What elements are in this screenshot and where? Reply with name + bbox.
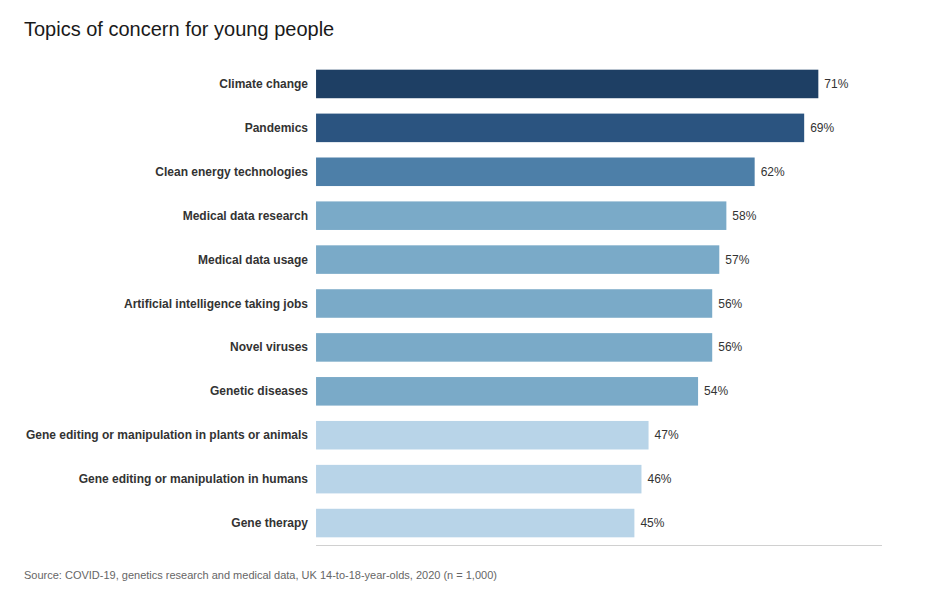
data-label: 56% — [718, 340, 742, 354]
bar — [316, 333, 712, 362]
bar — [316, 114, 804, 143]
y-tick-label: Artificial intelligence taking jobs — [124, 297, 308, 311]
bar — [316, 377, 698, 406]
data-label: 62% — [761, 165, 785, 179]
bar — [316, 509, 634, 538]
y-tick-label: Genetic diseases — [210, 384, 308, 398]
bar — [316, 465, 641, 494]
chart-container: Topics of concern for young people Source… — [0, 0, 926, 593]
bar — [316, 201, 726, 230]
source-note: Source: COVID-19, genetics research and … — [24, 569, 497, 581]
bar — [316, 70, 818, 99]
y-tick-label: Clean energy technologies — [155, 165, 308, 179]
data-label: 56% — [718, 297, 742, 311]
data-labels: 45% 46% 47% 54% 56% 56% 57% 58% 62% 69% 71% — [640, 77, 848, 530]
y-axis: Gene therapy Gene editing or manipulation… — [26, 77, 308, 530]
data-label: 58% — [732, 209, 756, 223]
y-tick-label: Gene editing or manipulation in plants o… — [26, 428, 308, 442]
bar — [316, 421, 648, 450]
title: Topics of concern for young people — [24, 18, 334, 40]
y-tick-label: Gene editing or manipulation in humans — [79, 472, 309, 486]
y-tick-label: Climate change — [219, 77, 308, 91]
data-label: 57% — [725, 253, 749, 267]
data-label: 54% — [704, 384, 728, 398]
bar — [316, 245, 719, 274]
data-label: 69% — [810, 121, 834, 135]
y-tick-label: Novel viruses — [230, 340, 308, 354]
y-tick-label: Medical data research — [183, 209, 308, 223]
data-label: 45% — [640, 516, 664, 530]
y-tick-label: Medical data usage — [198, 253, 308, 267]
background — [0, 0, 926, 593]
bar — [316, 158, 755, 187]
x-axis-line — [316, 545, 882, 546]
data-label: 71% — [824, 77, 848, 91]
bars — [316, 70, 818, 538]
data-label: 47% — [655, 428, 679, 442]
y-tick-label: Pandemics — [245, 121, 309, 135]
data-label: 46% — [647, 472, 671, 486]
y-tick-label: Gene therapy — [231, 516, 308, 530]
bar — [316, 289, 712, 318]
chart: Topics of concern for young people Source… — [0, 0, 926, 593]
